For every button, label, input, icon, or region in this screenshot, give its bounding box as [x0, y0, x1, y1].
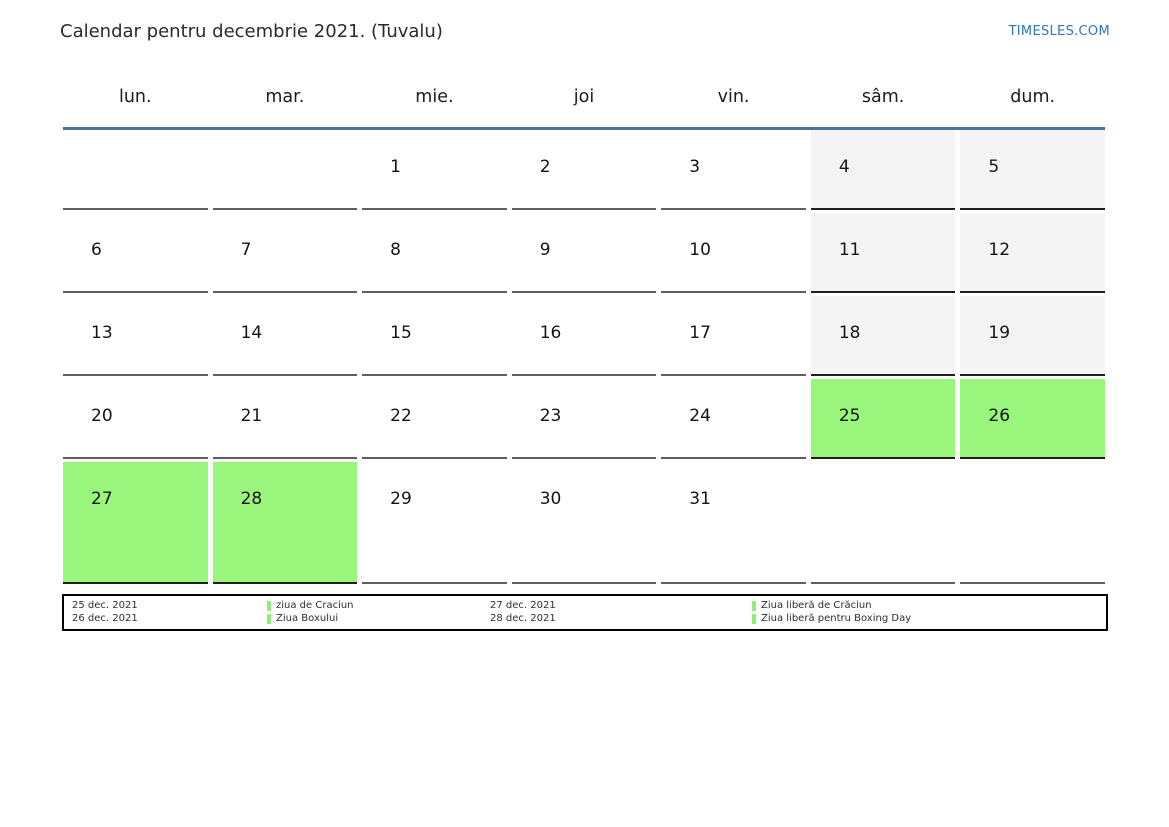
- weekday-header-mon: lun.: [118, 87, 152, 107]
- day-cell-empty: [810, 462, 956, 584]
- day-cell-22: 22: [362, 379, 507, 459]
- legend-date: 25 dec. 2021: [72, 600, 138, 611]
- day-cell-1: 1: [362, 130, 507, 210]
- day-cell-29: 29: [362, 462, 507, 584]
- day-cell-9: 9: [511, 213, 657, 293]
- day-cell-2: 2: [511, 130, 657, 210]
- weekday-header-row: lun. mar. mie. joi vin. sâm. dum.: [63, 75, 1105, 130]
- day-cell-17: 17: [661, 296, 806, 376]
- legend-item: Ziua Boxului: [267, 612, 490, 625]
- day-cell-21: 21: [212, 379, 358, 459]
- day-cell-empty: [63, 130, 208, 210]
- calendar: lun. mar. mie. joi vin. sâm. dum. 1 2 3 …: [63, 75, 1105, 584]
- day-cell-empty: [960, 462, 1105, 584]
- day-cell-8: 8: [362, 213, 507, 293]
- weekday-header-tue: mar.: [265, 87, 305, 107]
- holiday-marker-icon: [752, 600, 756, 611]
- weekday-header-sun: dum.: [1010, 87, 1056, 107]
- weekday-header-sat: sâm.: [861, 87, 905, 107]
- page-title: Calendar pentru decembrie 2021. (Tuvalu): [60, 21, 443, 42]
- day-cell-27-holiday: 27: [63, 462, 208, 584]
- day-cell-10: 10: [661, 213, 806, 293]
- day-cell-11: 11: [810, 213, 956, 293]
- legend-label: Ziua liberă pentru Boxing Day: [761, 613, 912, 624]
- day-cell-13: 13: [63, 296, 208, 376]
- day-cell-5: 5: [960, 130, 1105, 210]
- legend-label: Ziua liberă de Crăciun: [761, 600, 872, 611]
- day-cell-19: 19: [960, 296, 1105, 376]
- day-cell-12: 12: [960, 213, 1105, 293]
- day-cell-4: 4: [810, 130, 956, 210]
- day-cell-empty: [212, 130, 358, 210]
- day-cell-24: 24: [661, 379, 806, 459]
- day-cell-23: 23: [511, 379, 657, 459]
- weekday-header-thu: joi: [573, 87, 595, 107]
- weekday-header-wed: mie.: [415, 87, 454, 107]
- legend-row: 26 dec. 2021 Ziua Boxului 28 dec. 2021 Z…: [72, 612, 1106, 625]
- day-cell-25-holiday: 25: [810, 379, 956, 459]
- day-cell-28-holiday: 28: [212, 462, 358, 584]
- holiday-marker-icon: [752, 613, 756, 624]
- legend-label: ziua de Craciun: [276, 600, 354, 611]
- day-cell-15: 15: [362, 296, 507, 376]
- day-cell-18: 18: [810, 296, 956, 376]
- day-cell-7: 7: [212, 213, 358, 293]
- legend-date: 27 dec. 2021: [490, 600, 556, 611]
- day-cell-3: 3: [661, 130, 806, 210]
- legend-row: 25 dec. 2021 ziua de Craciun 27 dec. 202…: [72, 599, 1106, 612]
- day-cell-20: 20: [63, 379, 208, 459]
- legend-date: 28 dec. 2021: [490, 613, 556, 624]
- day-cell-30: 30: [511, 462, 657, 584]
- timesles-link[interactable]: TIMESLES.COM: [1008, 24, 1110, 39]
- day-cell-14: 14: [212, 296, 358, 376]
- legend-date: 26 dec. 2021: [72, 613, 138, 624]
- legend-label: Ziua Boxului: [276, 613, 339, 624]
- legend-item: Ziua liberă pentru Boxing Day: [752, 612, 911, 625]
- holiday-marker-icon: [267, 613, 271, 624]
- weekday-header-fri: vin.: [717, 87, 750, 107]
- legend-item: Ziua liberă de Crăciun: [752, 599, 872, 612]
- day-cell-16: 16: [511, 296, 657, 376]
- holiday-marker-icon: [267, 600, 271, 611]
- legend-item: ziua de Craciun: [267, 599, 490, 612]
- day-cell-31: 31: [661, 462, 806, 584]
- day-cell-6: 6: [63, 213, 208, 293]
- day-cell-26-holiday: 26: [960, 379, 1105, 459]
- calendar-grid: 1 2 3 4 5 6 7 8 9 10 11 12 13 14 15 16 1…: [63, 130, 1105, 584]
- holiday-legend: 25 dec. 2021 ziua de Craciun 27 dec. 202…: [62, 594, 1108, 631]
